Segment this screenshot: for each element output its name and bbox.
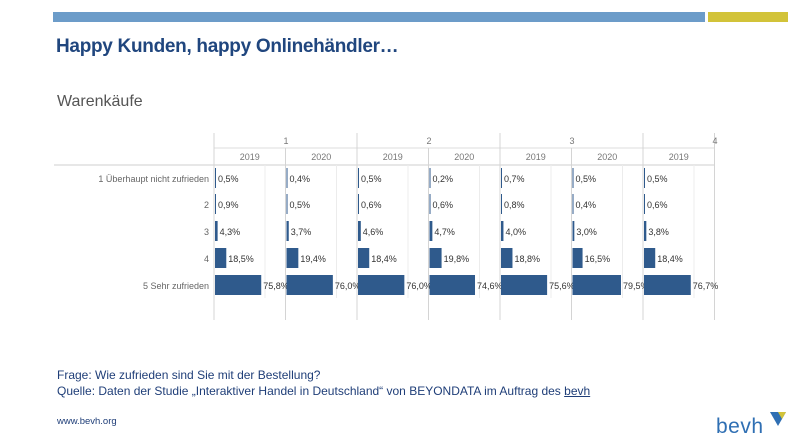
data-label: 4,3% [220, 227, 241, 237]
bar [429, 275, 476, 295]
data-label: 18,4% [371, 254, 397, 264]
bar [501, 221, 504, 241]
bar [644, 221, 647, 241]
bar [358, 168, 359, 188]
bar [501, 248, 513, 268]
data-label: 19,8% [444, 254, 470, 264]
data-label: 16,5% [585, 254, 611, 264]
data-label: 0,5% [576, 174, 597, 184]
year-label: 2019 [526, 152, 546, 162]
bar [572, 275, 621, 295]
data-label: 0,4% [290, 174, 311, 184]
bar [358, 194, 359, 214]
data-label: 19,4% [300, 254, 326, 264]
bar [572, 194, 574, 214]
group-label: 2 [426, 136, 431, 146]
bevh-logo: bevh [716, 409, 788, 437]
logo-text: bevh [716, 415, 764, 438]
data-label: 3,7% [291, 227, 312, 237]
data-label: 0,7% [504, 174, 525, 184]
source-link[interactable]: bevh [564, 384, 591, 398]
data-label: 76,0% [335, 281, 361, 291]
bar [572, 168, 574, 188]
row-label: 2 [204, 200, 209, 210]
row-label: 4 [204, 254, 209, 264]
bar [215, 275, 262, 295]
data-label: 0,6% [647, 200, 668, 210]
row-label: 5 Sehr zufrieden [143, 281, 209, 291]
data-label: 3,0% [576, 227, 597, 237]
year-label: 2019 [240, 152, 260, 162]
data-label: 0,5% [361, 174, 382, 184]
row-label: 1 Überhaupt nicht zufrieden [98, 174, 209, 184]
bar [286, 168, 288, 188]
bar [501, 194, 502, 214]
row-label: 3 [204, 227, 209, 237]
bar [215, 248, 227, 268]
data-label: 0,5% [647, 174, 668, 184]
data-label: 18,5% [228, 254, 254, 264]
bar [501, 168, 502, 188]
year-label: 2020 [311, 152, 331, 162]
bar [286, 248, 299, 268]
bar [429, 248, 442, 268]
data-label: 3,8% [648, 227, 669, 237]
bar [644, 248, 656, 268]
group-label: 4 [712, 136, 717, 146]
year-label: 2020 [597, 152, 617, 162]
bar [215, 221, 218, 241]
bar [286, 194, 288, 214]
bar [286, 275, 333, 295]
data-label: 18,8% [514, 254, 540, 264]
bar [429, 194, 431, 214]
data-label: 0,2% [433, 174, 454, 184]
bar [644, 168, 645, 188]
year-label: 2019 [383, 152, 403, 162]
bar [358, 275, 405, 295]
year-label: 2020 [454, 152, 474, 162]
group-label: 1 [283, 136, 288, 146]
data-label: 0,5% [218, 174, 239, 184]
data-label: 79,5% [623, 281, 649, 291]
bar [358, 221, 361, 241]
data-label: 0,8% [504, 200, 525, 210]
header-accent-bar-yellow [708, 12, 788, 22]
bar [358, 248, 370, 268]
logo-mark-icon [769, 412, 786, 426]
footnote-question: Frage: Wie zufrieden sind Sie mit der Be… [57, 368, 321, 382]
website-url[interactable]: www.bevh.org [57, 416, 117, 427]
bar [572, 248, 583, 268]
data-label: 0,5% [290, 200, 311, 210]
year-label: 2019 [669, 152, 689, 162]
group-label: 3 [569, 136, 574, 146]
bar [501, 275, 548, 295]
data-label: 74,6% [477, 281, 503, 291]
bar [286, 221, 289, 241]
bar [429, 221, 433, 241]
chart-subtitle: Warenkäufe [57, 93, 143, 110]
bar [572, 221, 575, 241]
data-label: 4,7% [434, 227, 455, 237]
data-label: 75,8% [263, 281, 289, 291]
data-label: 4,6% [363, 227, 384, 237]
data-label: 76,0% [406, 281, 432, 291]
data-label: 0,6% [433, 200, 454, 210]
data-label: 76,7% [693, 281, 719, 291]
bar [644, 275, 691, 295]
footnote-source: Quelle: Daten der Studie „Interaktiver H… [57, 384, 590, 398]
data-label: 0,9% [218, 200, 239, 210]
data-label: 75,6% [549, 281, 575, 291]
data-label: 4,0% [505, 227, 526, 237]
footnote-source-text: Quelle: Daten der Studie „Interaktiver H… [57, 384, 565, 398]
bar [215, 194, 216, 214]
bar [215, 168, 216, 188]
data-label: 0,6% [361, 200, 382, 210]
data-label: 18,4% [657, 254, 683, 264]
bar [644, 194, 645, 214]
header-accent-bar-blue [53, 12, 705, 22]
data-label: 0,4% [576, 200, 597, 210]
bar [429, 168, 431, 188]
page-title: Happy Kunden, happy Onlinehändler… [56, 36, 399, 57]
